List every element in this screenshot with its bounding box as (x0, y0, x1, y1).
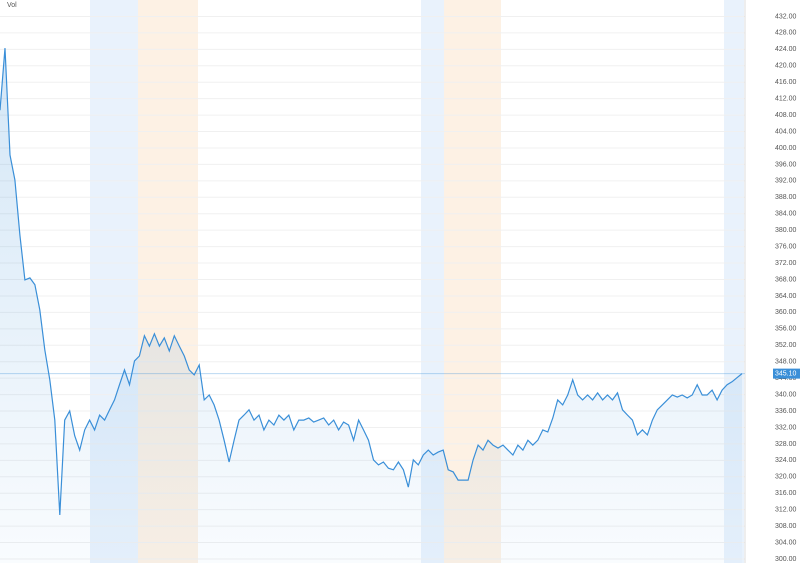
last-price-box (773, 368, 800, 379)
y-tick-label: 424.00 (775, 46, 797, 53)
y-tick-label: 300.00 (775, 556, 797, 563)
area (0, 48, 742, 563)
y-tick-label: 400.00 (775, 145, 797, 152)
y-tick-label: 396.00 (775, 161, 797, 168)
y-tick-label: 384.00 (775, 211, 797, 218)
y-tick-label: 360.00 (775, 309, 797, 316)
y-tick-label: 328.00 (775, 441, 797, 448)
y-tick-label: 388.00 (775, 194, 797, 201)
y-tick-label: 348.00 (775, 359, 797, 366)
y-tick-label: 356.00 (775, 326, 797, 333)
band (421, 0, 444, 563)
y-tick-label: 368.00 (775, 276, 797, 283)
y-tick-label: 316.00 (775, 490, 797, 497)
y-tick-label: 332.00 (775, 424, 797, 431)
y-tick-label: 304.00 (775, 539, 797, 546)
y-tick-label: 380.00 (775, 227, 797, 234)
y-tick-label: 364.00 (775, 293, 797, 300)
y-tick-label: 420.00 (775, 63, 797, 70)
price-line (0, 48, 743, 516)
y-tick-label: 416.00 (775, 79, 797, 86)
last-price-label: 345.10 (775, 370, 797, 377)
y-tick-label: 340.00 (775, 391, 797, 398)
session-bands (90, 0, 744, 563)
volume-label: Vol (7, 2, 17, 9)
y-tick-label: 412.00 (775, 95, 797, 102)
y-tick-label: 324.00 (775, 457, 797, 464)
y-tick-label: 352.00 (775, 342, 797, 349)
y-tick-label: 428.00 (775, 30, 797, 37)
y-tick-label: 376.00 (775, 243, 797, 250)
y-tick-label: 308.00 (775, 523, 797, 530)
y-tick-label: 432.00 (775, 13, 797, 20)
y-tick-label: 404.00 (775, 128, 797, 135)
y-tick-label: 408.00 (775, 112, 797, 119)
y-tick-label: 392.00 (775, 178, 797, 185)
y-tick-label: 336.00 (775, 408, 797, 415)
y-tick-label: 372.00 (775, 260, 797, 267)
y-tick-label: 320.00 (775, 474, 797, 481)
y-tick-label: 312.00 (775, 507, 797, 514)
